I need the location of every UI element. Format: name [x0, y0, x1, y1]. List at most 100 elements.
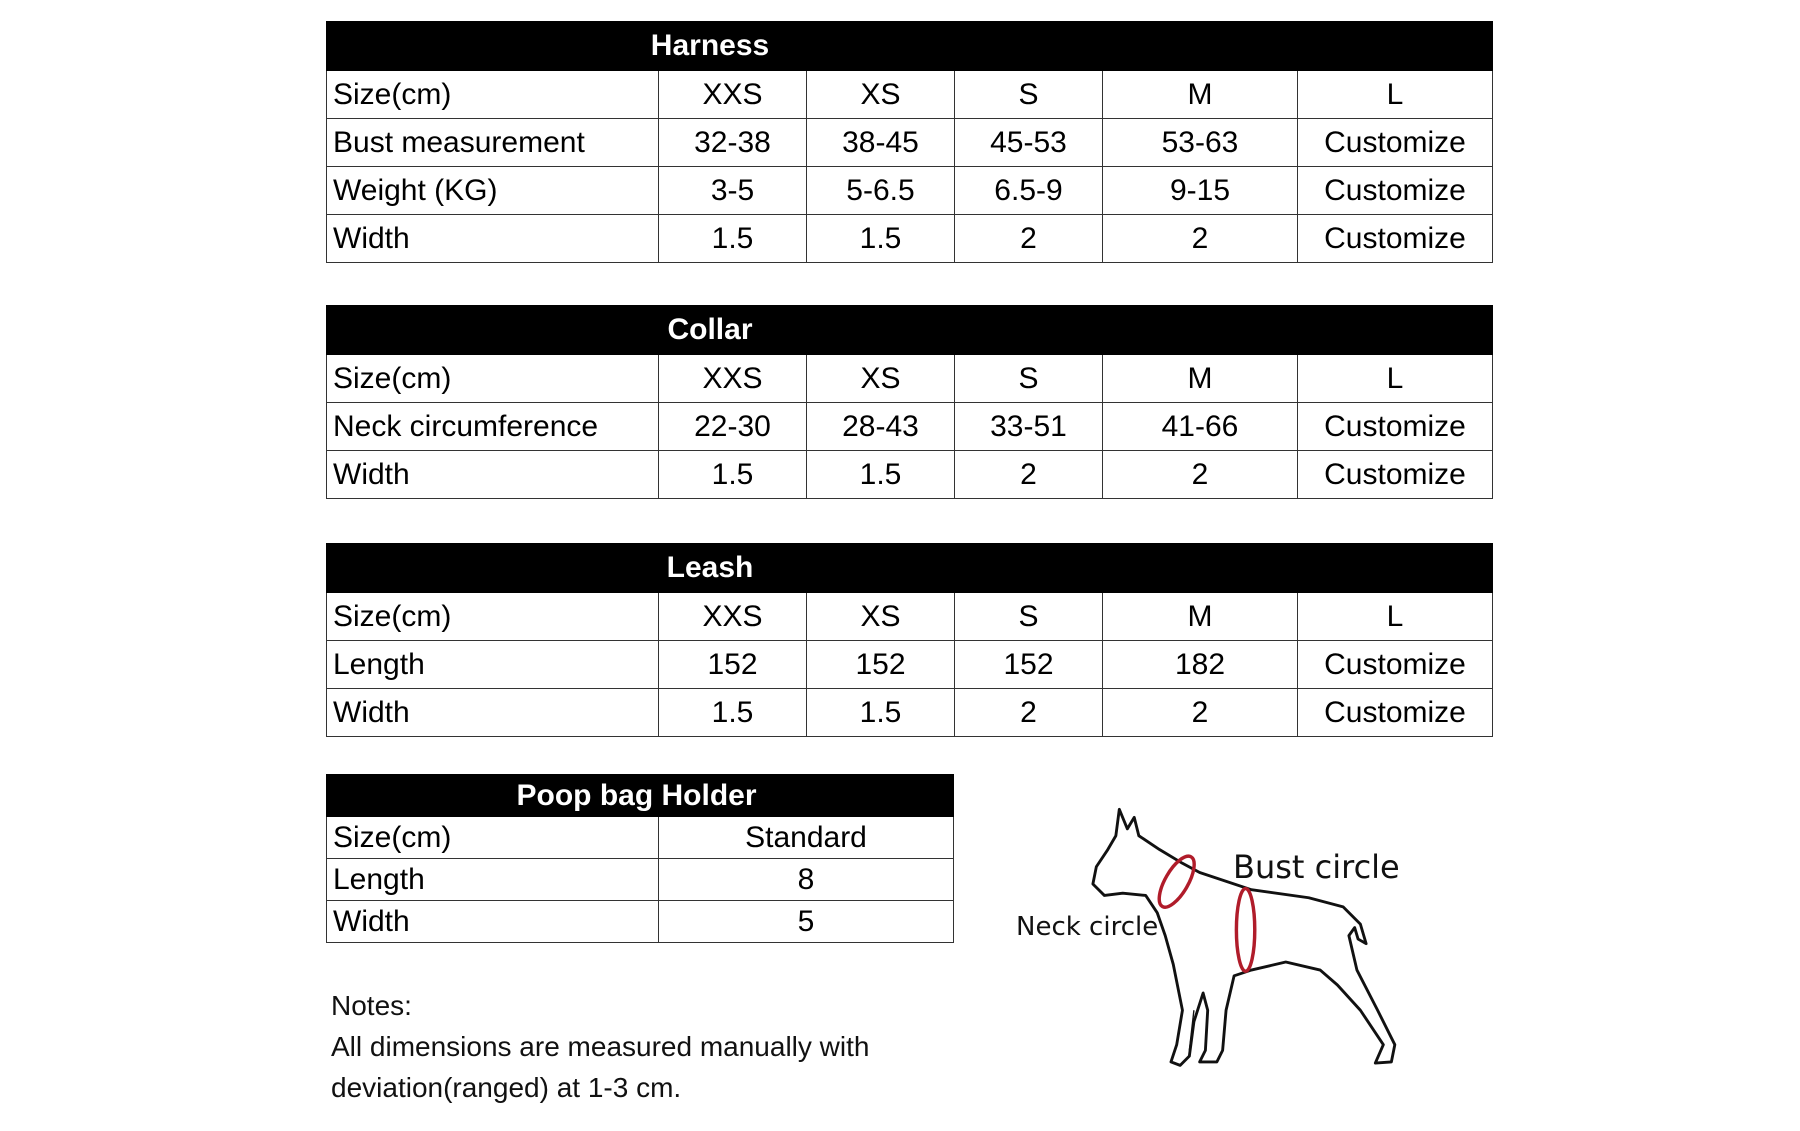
table-cell: Customize	[1297, 640, 1493, 689]
table-cell: Customize	[1297, 118, 1493, 167]
table-title-text: Collar	[667, 313, 753, 346]
table-cell: 33-51	[954, 402, 1103, 451]
table-cell: 2	[954, 214, 1103, 263]
note-line: All dimensions are measured manually wit…	[331, 1031, 870, 1062]
table-cell: Weight (KG)	[326, 166, 659, 215]
table-cell: 38-45	[806, 118, 955, 167]
table-cell: Standard	[658, 816, 954, 859]
notes: Notes: All dimensions are measured manua…	[331, 985, 869, 1108]
table-header: Harness	[326, 21, 1493, 71]
table-row: Width 1.5 1.5 2 2 Customize	[326, 214, 1493, 263]
table-cell: XXS	[658, 70, 807, 119]
table-cell: Width	[326, 900, 659, 943]
table-cell: 8	[658, 858, 954, 901]
table-cell: Bust measurement	[326, 118, 659, 167]
table-cell: 152	[658, 640, 807, 689]
table-row: Size(cm) XXS XS S M L	[326, 70, 1493, 119]
table-cell: Size(cm)	[326, 816, 659, 859]
table-cell: S	[954, 70, 1103, 119]
table-cell: 1.5	[658, 214, 807, 263]
table-cell: Customize	[1297, 166, 1493, 215]
table-cell: 9-15	[1102, 166, 1298, 215]
table-cell: XS	[806, 354, 955, 403]
table-cell: M	[1102, 592, 1298, 641]
table-cell: 45-53	[954, 118, 1103, 167]
table-cell: 1.5	[806, 450, 955, 499]
table-cell: 1.5	[658, 688, 807, 737]
table-row: Weight (KG) 3-5 5-6.5 6.5-9 9-15 Customize	[326, 166, 1493, 215]
table-cell: 1.5	[658, 450, 807, 499]
table-cell: S	[954, 592, 1103, 641]
table-cell: Width	[326, 450, 659, 499]
table-cell: Size(cm)	[326, 70, 659, 119]
note-line: deviation(ranged) at 1-3 cm.	[331, 1072, 682, 1103]
table-cell: Customize	[1297, 402, 1493, 451]
table-cell: Width	[326, 688, 659, 737]
table-row: Neck circumference 22-30 28-43 33-51 41-66 Cu…	[326, 402, 1493, 451]
table-cell: 1.5	[806, 688, 955, 737]
table-cell: 5-6.5	[806, 166, 955, 215]
table-row: Size(cm) Standard	[326, 816, 954, 859]
table-cell: Width	[326, 214, 659, 263]
table-cell: Size(cm)	[326, 592, 659, 641]
table-cell: Size(cm)	[326, 354, 659, 403]
table-cell: 1.5	[806, 214, 955, 263]
table-title-text: Leash	[666, 551, 754, 584]
table-cell: 32-38	[658, 118, 807, 167]
table-cell: 53-63	[1102, 118, 1298, 167]
table-cell: M	[1102, 354, 1298, 403]
size-table: Leash Size(cm) XXS XS S M L Length 152 152 152 182 C…	[326, 543, 1493, 737]
table-cell: L	[1297, 354, 1493, 403]
table-cell: S	[954, 354, 1103, 403]
table-cell: XXS	[658, 592, 807, 641]
size-table: Collar Size(cm) XXS XS S M L Neck circumference…	[326, 305, 1493, 499]
table-cell: L	[1297, 592, 1493, 641]
table-title-text: Poop bag Holder	[516, 778, 757, 812]
size-table: Harness Size(cm) XXS XS S M L Bust measurement 3…	[326, 21, 1493, 263]
table-cell: M	[1102, 70, 1298, 119]
table-cell: Customize	[1297, 214, 1493, 263]
table-cell: 2	[954, 450, 1103, 499]
table-title: Harness	[326, 21, 1493, 71]
table-cell: 182	[1102, 640, 1298, 689]
table-cell: 3-5	[658, 166, 807, 215]
table-cell: Neck circumference	[326, 402, 659, 451]
table-row: Bust measurement 32-38 38-45 45-53 53-63 Cust…	[326, 118, 1493, 167]
table-row: Width 1.5 1.5 2 2 Customize	[326, 688, 1493, 737]
table-cell: 5	[658, 900, 954, 943]
table-cell: Customize	[1297, 450, 1493, 499]
table-row: Size(cm) XXS XS S M L	[326, 592, 1493, 641]
table-title: Collar	[326, 305, 1493, 355]
table-row: Length 8	[326, 858, 954, 901]
table-row: Size(cm) XXS XS S M L	[326, 354, 1493, 403]
table-row: Length 152 152 152 182 Customize	[326, 640, 1493, 689]
table-cell: 41-66	[1102, 402, 1298, 451]
table-cell: 2	[1102, 214, 1298, 263]
size-table: Poop bag Holder Size(cm) Standard Length 8 Wi…	[326, 774, 954, 943]
table-cell: 152	[806, 640, 955, 689]
table-row: Width 1.5 1.5 2 2 Customize	[326, 450, 1493, 499]
table-cell: 152	[954, 640, 1103, 689]
table-cell: 2	[1102, 450, 1298, 499]
table-cell: L	[1297, 70, 1493, 119]
table-row: Width 5	[326, 900, 954, 943]
bust-label: Bust circle	[1233, 848, 1400, 886]
note-line: Notes:	[331, 990, 412, 1021]
table-cell: Length	[326, 858, 659, 901]
table-cell: XS	[806, 70, 955, 119]
table-cell: 22-30	[658, 402, 807, 451]
table-header: Collar	[326, 305, 1493, 355]
neck-label: Neck circle	[1016, 912, 1158, 942]
table-cell: XXS	[658, 354, 807, 403]
table-cell: 2	[1102, 688, 1298, 737]
table-title: Poop bag Holder	[326, 774, 954, 817]
table-cell: 6.5-9	[954, 166, 1103, 215]
table-cell: 2	[954, 688, 1103, 737]
table-header: Leash	[326, 543, 1493, 593]
table-header: Poop bag Holder	[326, 774, 954, 817]
table-title: Leash	[326, 543, 1493, 593]
table-cell: Length	[326, 640, 659, 689]
table-cell: Customize	[1297, 688, 1493, 737]
table-cell: 28-43	[806, 402, 955, 451]
